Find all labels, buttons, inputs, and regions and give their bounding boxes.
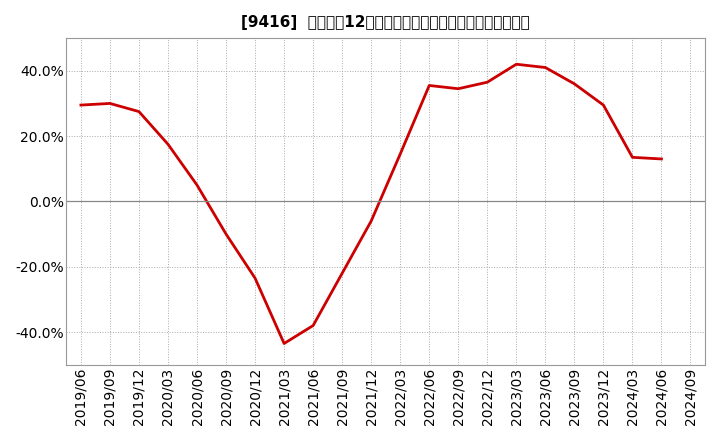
Title: [9416]  売上高の12か月移動合計の対前年同期増減率の推移: [9416] 売上高の12か月移動合計の対前年同期増減率の推移 xyxy=(241,15,530,30)
